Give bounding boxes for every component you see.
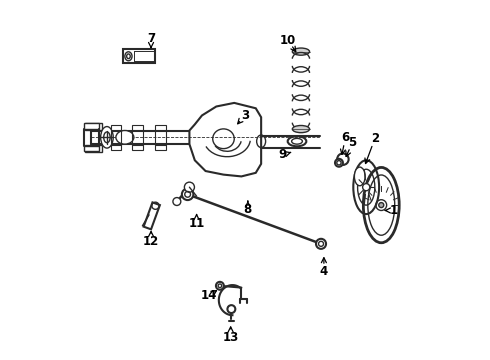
Polygon shape	[84, 145, 98, 151]
Text: 9: 9	[278, 148, 287, 161]
Ellipse shape	[100, 127, 113, 148]
Polygon shape	[132, 125, 143, 130]
Ellipse shape	[116, 131, 134, 144]
Text: 11: 11	[189, 217, 205, 230]
Text: 4: 4	[320, 265, 328, 278]
Ellipse shape	[335, 159, 343, 167]
Ellipse shape	[363, 184, 370, 191]
Polygon shape	[84, 123, 98, 129]
Polygon shape	[111, 125, 122, 130]
Text: 12: 12	[143, 235, 159, 248]
FancyBboxPatch shape	[123, 49, 155, 63]
Ellipse shape	[216, 282, 224, 290]
Polygon shape	[85, 123, 101, 130]
Ellipse shape	[173, 198, 181, 206]
Polygon shape	[155, 125, 166, 130]
Text: 13: 13	[222, 330, 239, 343]
Text: 6: 6	[342, 131, 349, 144]
Ellipse shape	[316, 239, 326, 249]
Ellipse shape	[368, 175, 395, 235]
Polygon shape	[144, 202, 160, 229]
Text: 3: 3	[241, 109, 249, 122]
Ellipse shape	[379, 203, 384, 208]
Text: 14: 14	[201, 289, 218, 302]
Polygon shape	[85, 145, 101, 152]
Ellipse shape	[227, 305, 235, 313]
Ellipse shape	[354, 167, 365, 186]
Ellipse shape	[182, 189, 194, 200]
Text: 10: 10	[280, 33, 296, 47]
Polygon shape	[190, 103, 261, 176]
Polygon shape	[155, 145, 166, 150]
Polygon shape	[111, 145, 122, 150]
Text: 7: 7	[147, 32, 155, 45]
Ellipse shape	[293, 48, 310, 55]
Text: 1: 1	[390, 204, 398, 217]
Text: 8: 8	[244, 203, 252, 216]
Ellipse shape	[293, 126, 310, 133]
Text: 2: 2	[371, 132, 379, 145]
Polygon shape	[132, 145, 143, 150]
Text: 5: 5	[348, 136, 357, 149]
Ellipse shape	[184, 182, 195, 192]
